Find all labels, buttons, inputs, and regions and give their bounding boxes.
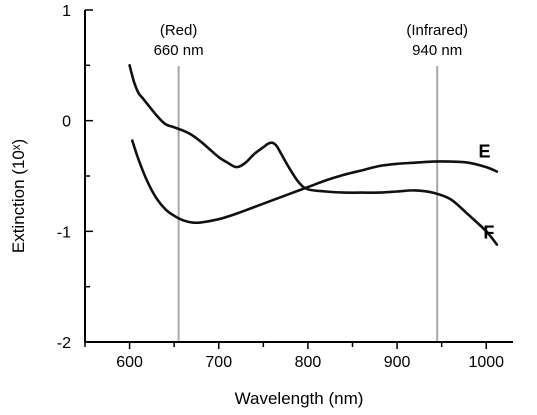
axes	[84, 10, 513, 343]
y-tick-label: 1	[62, 3, 71, 20]
series-line-E	[128, 64, 499, 246]
series-label-F: F	[483, 222, 494, 242]
x-tick-label: 1000	[468, 354, 504, 371]
x-tick-label: 800	[295, 354, 322, 371]
series-line-F	[131, 139, 499, 225]
series-label-E: E	[478, 142, 490, 162]
x-tick-label: 900	[384, 354, 411, 371]
series-layer	[128, 64, 499, 246]
y-tick-label: 0	[62, 114, 71, 131]
ticks: 600 700 800 900 1000 1 0 -1 -2	[57, 3, 504, 371]
x-axis-title: Wavelength (nm)	[235, 389, 364, 408]
annotations: (Red) 660 nm (Infrared) 940 nm E F	[154, 22, 495, 242]
y-tick-label: -2	[57, 335, 71, 352]
y-tick-label: -1	[57, 224, 71, 241]
x-tick-label: 700	[205, 354, 232, 371]
reference-label-top: (Infrared)	[406, 22, 468, 39]
reference-label-top: (Red)	[160, 22, 198, 39]
y-axis-title: Extinction (10ˣ)	[9, 139, 28, 253]
reference-label-bottom: 940 nm	[412, 42, 462, 59]
reference-label-bottom: 660 nm	[154, 42, 204, 59]
reference-lines	[177, 66, 439, 342]
x-tick-label: 600	[116, 354, 143, 371]
